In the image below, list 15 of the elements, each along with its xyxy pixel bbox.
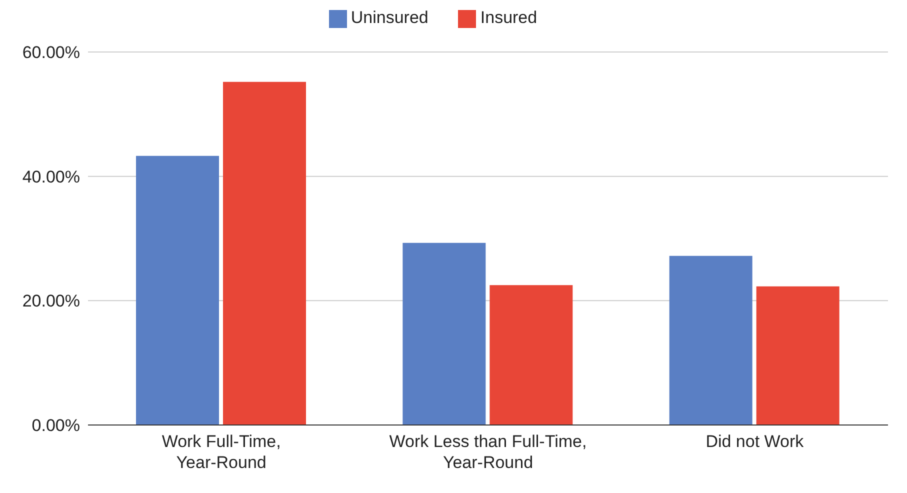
y-tick-label: 40.00% [22,167,80,186]
y-tick-label: 60.00% [22,43,80,62]
legend-label: Uninsured [350,8,428,27]
x-tick-label: Work Less than Full-Time, Year-Round [389,432,587,472]
y-tick-label: 0.00% [32,416,80,436]
bar [223,82,306,425]
legend-label: Insured [480,8,538,27]
bar [136,156,219,425]
y-tick-label: 20.00% [22,292,80,311]
bar [402,242,486,425]
bar [669,256,752,425]
bar [756,286,840,425]
x-tick-label: Work Full-Time, Year-Round [162,432,281,472]
bar [490,285,573,425]
x-tick-label: Did not Work [706,432,804,451]
